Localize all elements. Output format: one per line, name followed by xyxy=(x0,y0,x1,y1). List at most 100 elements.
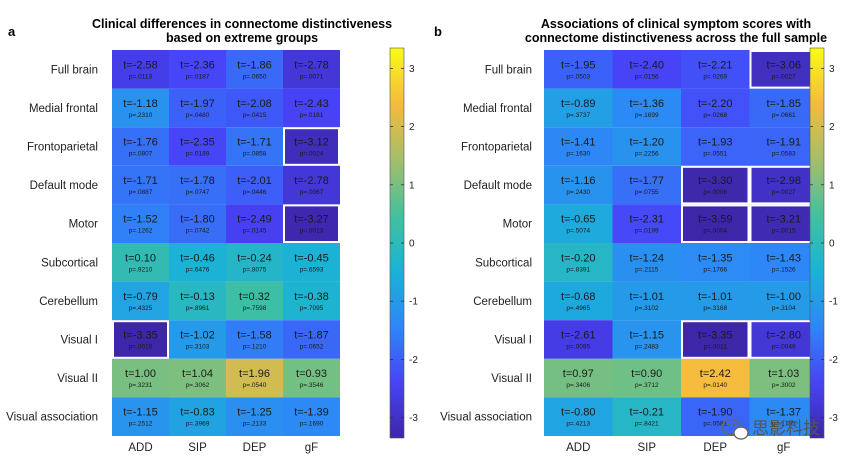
cell-p-label-b-9-3: p=.1705 xyxy=(772,421,796,428)
cell-t-label-b-0-0: t=-1.95 xyxy=(561,59,596,71)
cell-t-label-b-3-1: t=-1.77 xyxy=(629,175,664,187)
heatmap-cell-a-0-0 xyxy=(112,50,169,89)
cell-p-label-a-0-3: p=.0071 xyxy=(300,73,324,80)
heatmap-cell-b-5-1 xyxy=(612,243,681,282)
cell-p-label-a-7-3: p=.0652 xyxy=(300,344,324,351)
cell-p-label-a-4-3: p=.0013 xyxy=(300,228,324,235)
cell-p-label-a-6-1: p=.8961 xyxy=(186,305,210,312)
cell-t-label-a-5-1: t=-0.46 xyxy=(180,252,215,264)
heatmap-cell-a-2-3 xyxy=(283,127,340,166)
colorbar-tick-label-b-2: 1 xyxy=(829,180,835,191)
heatmap-cell-b-0-3 xyxy=(749,50,818,89)
cell-p-label-b-9-0: p=.4213 xyxy=(566,421,590,428)
cell-p-label-a-1-1: p=.0480 xyxy=(186,112,210,119)
heatmap-cell-a-1-2 xyxy=(226,88,283,128)
cell-t-label-a-8-3: t=0.93 xyxy=(296,368,327,380)
heatmap-cell-b-7-3 xyxy=(749,320,818,359)
heatmap-cell-b-6-1 xyxy=(612,281,681,321)
heatmap-cell-b-3-0 xyxy=(544,165,613,205)
heatmap-cell-b-6-3 xyxy=(749,281,818,321)
significant-cell-outline-a-7-0 xyxy=(112,320,169,359)
cell-p-label-b-0-3: p=.0027 xyxy=(772,73,796,80)
row-label-a-9: Visual association xyxy=(6,412,98,424)
cell-p-label-b-8-3: p=.3002 xyxy=(772,382,796,389)
cell-p-label-a-8-2: p=.0540 xyxy=(243,382,267,389)
watermark: 思影科技 xyxy=(721,418,820,440)
cell-p-label-a-9-1: p=.3969 xyxy=(186,421,210,428)
cell-t-label-a-5-0: t=0.10 xyxy=(125,252,156,264)
row-label-a-5: Subcortical xyxy=(41,257,98,269)
row-label-b-7: Visual I xyxy=(494,335,532,347)
cell-t-label-a-8-1: t=1.04 xyxy=(182,368,213,380)
cell-p-label-a-3-3: p=.0067 xyxy=(300,189,324,196)
cell-p-label-a-2-0: p=.0807 xyxy=(129,151,153,158)
heatmap-cell-a-1-3 xyxy=(283,88,340,128)
cell-p-label-b-6-1: p=.3102 xyxy=(635,305,659,312)
heatmap-cell-a-0-3 xyxy=(283,50,340,89)
colorbar-tick-label-b-3: 0 xyxy=(829,239,835,250)
colorbar-tick-label-a-3: 0 xyxy=(409,239,415,250)
colorbar-tick-label-a-6: -3 xyxy=(409,413,418,424)
cell-t-label-a-2-3: t=-3.12 xyxy=(294,137,329,149)
watermark-text: 思影科技 xyxy=(752,419,820,439)
row-label-a-8: Visual II xyxy=(57,373,98,385)
cell-p-label-b-1-0: p=.3737 xyxy=(566,112,590,119)
cell-t-label-a-3-1: t=-1.78 xyxy=(180,175,215,187)
cell-t-label-b-8-2: t=2.42 xyxy=(700,368,731,380)
cell-t-label-b-9-2: t=-1.90 xyxy=(698,407,733,419)
cell-t-label-b-4-3: t=-3.21 xyxy=(766,214,801,226)
heatmap-cell-b-1-0 xyxy=(544,88,613,128)
significant-cell-outline-b-7-2 xyxy=(681,320,750,359)
cell-p-label-b-3-0: p=.2430 xyxy=(566,189,590,196)
cell-t-label-b-5-2: t=-1.35 xyxy=(698,252,733,264)
cell-p-label-a-0-0: p=.0113 xyxy=(129,73,153,80)
cell-p-label-b-5-1: p=.2115 xyxy=(635,266,659,273)
cell-p-label-b-0-0: p=.0503 xyxy=(566,73,590,80)
cell-t-label-a-6-1: t=-0.13 xyxy=(180,291,215,303)
heatmap-cell-b-4-0 xyxy=(544,204,613,243)
cell-t-label-a-8-0: t=1.00 xyxy=(125,368,156,380)
heatmap-cell-a-9-2 xyxy=(226,397,283,436)
heatmap-cell-a-7-0 xyxy=(112,320,169,359)
cell-t-label-a-0-0: t=-2.58 xyxy=(123,59,158,71)
cell-t-label-a-5-2: t=-0.24 xyxy=(237,252,272,264)
heatmap-cell-a-1-1 xyxy=(169,88,226,128)
colorbar-tick-label-b-1: 2 xyxy=(829,122,835,133)
panel-a-title-line-1: Clinical differences in connectome disti… xyxy=(92,17,392,31)
cell-p-label-a-9-2: p=.2133 xyxy=(243,421,267,428)
cell-p-label-a-2-3: p=.0024 xyxy=(300,151,324,158)
cell-t-label-a-1-2: t=-2.08 xyxy=(237,98,272,110)
heatmap-cell-b-8-3 xyxy=(749,358,818,398)
cell-p-label-a-9-0: p=.2512 xyxy=(129,421,153,428)
cell-t-label-a-3-2: t=-2.01 xyxy=(237,175,272,187)
significant-cell-outline-a-2-3 xyxy=(283,127,340,166)
heatmap-cell-a-7-3 xyxy=(283,320,340,359)
heatmap-cell-b-1-2 xyxy=(681,88,750,128)
colorbar-tick-label-a-4: -1 xyxy=(409,297,418,308)
cell-p-label-b-7-3: p=.0049 xyxy=(772,344,796,351)
panel-b-heatmap: t=-1.95 p=.0503 t=-2.40 p=.0156 t=-2.21 p=.02… xyxy=(440,50,818,454)
heatmap-cell-b-3-2 xyxy=(681,165,750,205)
column-label-b-0: ADD xyxy=(566,442,590,454)
row-label-a-1: Medial frontal xyxy=(29,103,98,115)
row-label-a-7: Visual I xyxy=(60,335,98,347)
cell-t-label-b-0-3: t=-3.06 xyxy=(766,59,801,71)
heatmap-cell-b-1-1 xyxy=(612,88,681,128)
cell-t-label-b-0-2: t=-2.21 xyxy=(698,59,733,71)
cell-p-label-b-2-1: p=.2256 xyxy=(635,151,659,158)
cell-p-label-b-6-2: p=.3168 xyxy=(703,305,727,312)
cell-t-label-b-3-3: t=-2.98 xyxy=(766,175,801,187)
column-label-a-2: DEP xyxy=(243,442,267,454)
cell-t-label-a-4-2: t=-2.49 xyxy=(237,214,272,226)
heatmap-cell-b-9-3 xyxy=(749,397,818,436)
significant-cell-outline-b-4-2 xyxy=(681,204,750,243)
heatmap-cell-a-8-0 xyxy=(112,358,169,398)
heatmap-cell-a-6-2 xyxy=(226,281,283,321)
cell-p-label-b-4-1: p=.0199 xyxy=(635,228,659,235)
cell-p-label-a-4-1: p=.0742 xyxy=(186,228,210,235)
heatmap-cell-a-2-1 xyxy=(169,127,226,166)
cell-t-label-a-4-3: t=-3.27 xyxy=(294,214,329,226)
heatmap-cell-b-4-2 xyxy=(681,204,750,243)
cell-p-label-a-5-1: p=.6476 xyxy=(186,266,210,273)
